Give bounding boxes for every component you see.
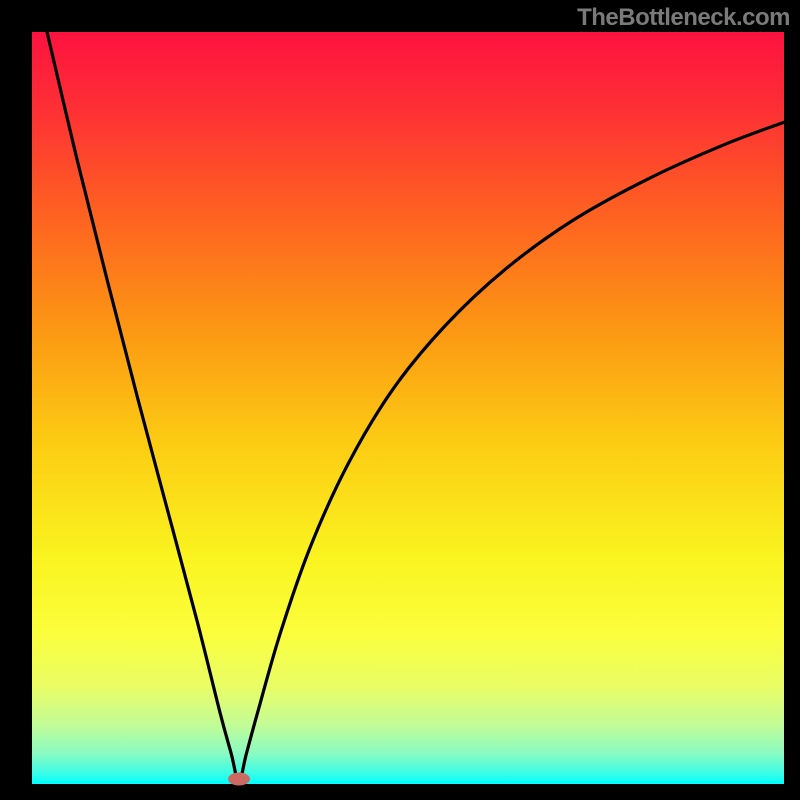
bottleneck-curve <box>32 32 784 784</box>
optimal-point-marker <box>228 773 250 786</box>
chart-container: TheBottleneck.com <box>0 0 800 800</box>
plot-area <box>32 32 784 784</box>
curve-path <box>47 32 784 782</box>
watermark-text: TheBottleneck.com <box>577 4 790 32</box>
